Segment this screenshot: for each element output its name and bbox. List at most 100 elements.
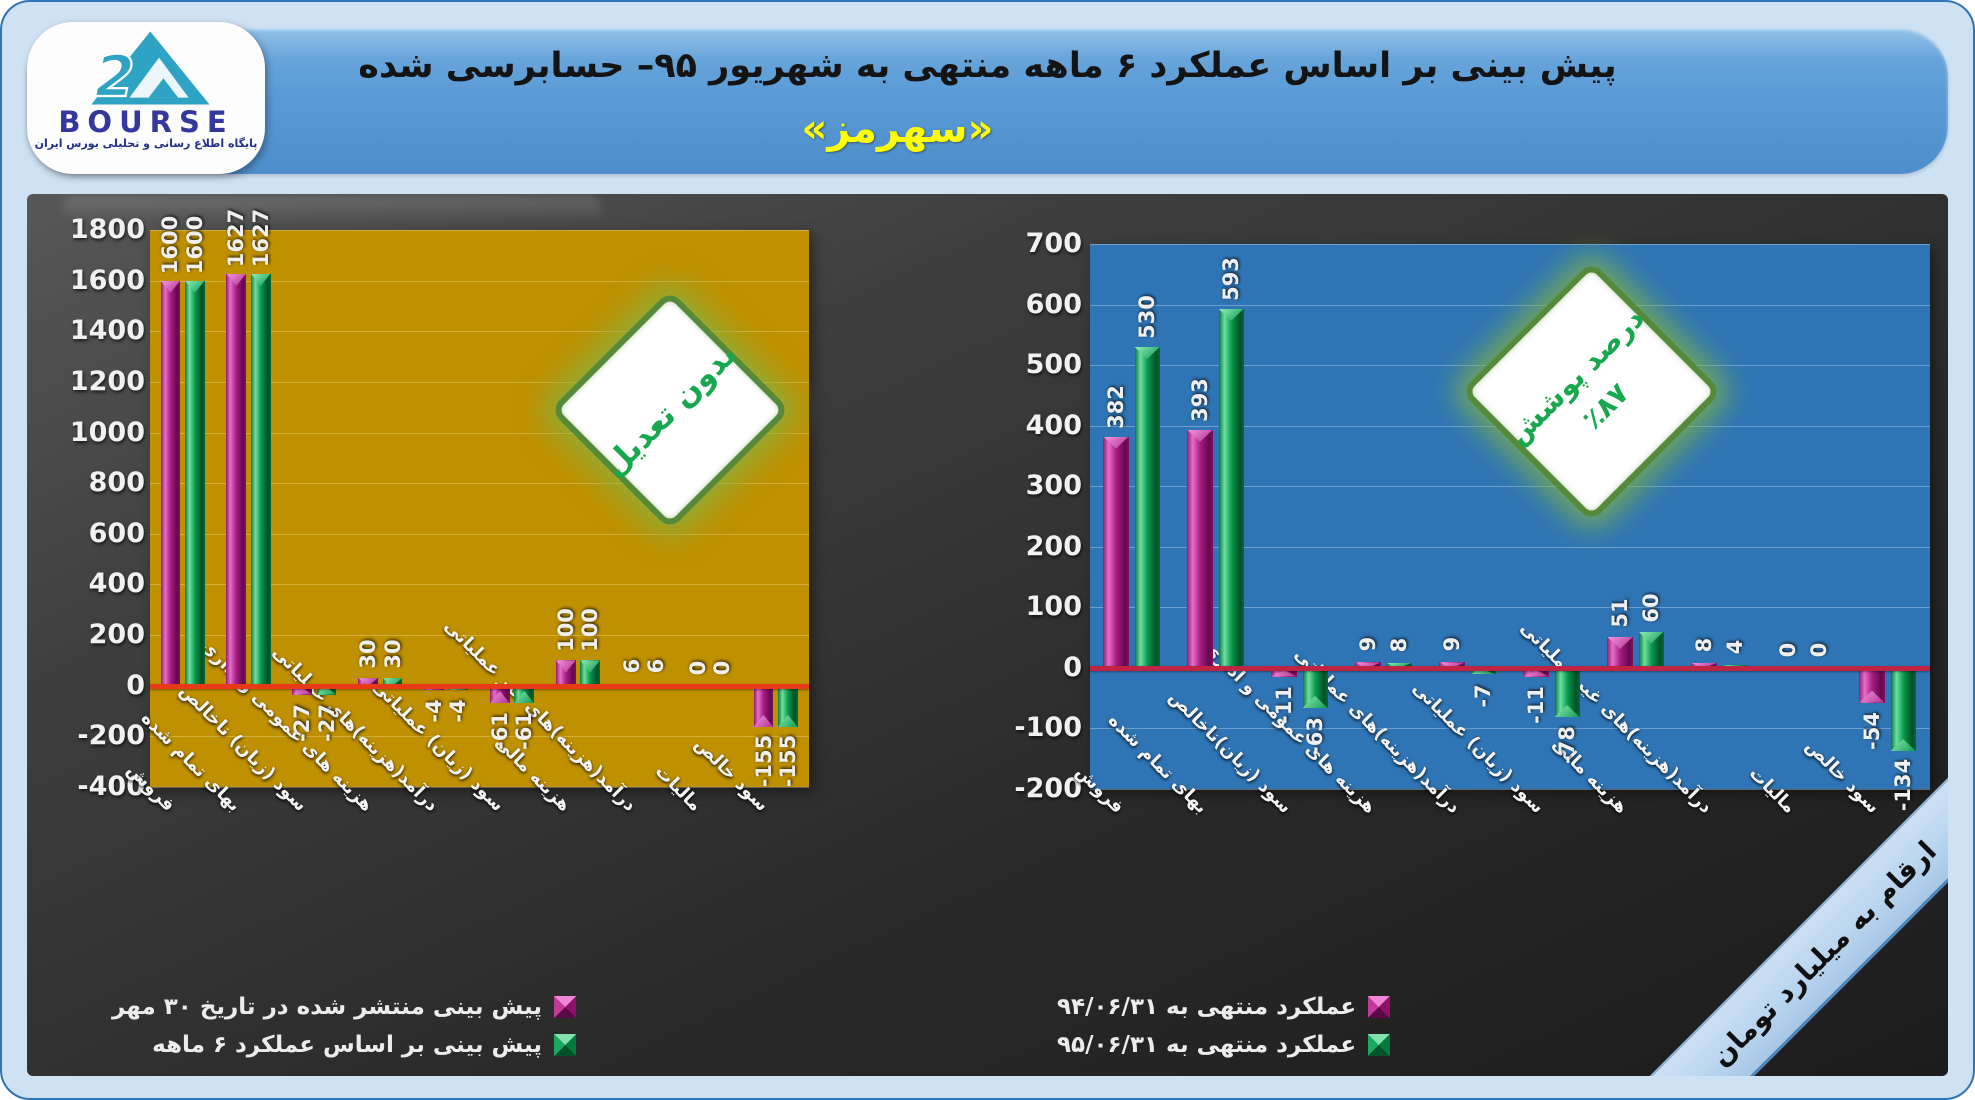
bar-value-label: -7	[1471, 684, 1496, 708]
bar-magenta	[1187, 429, 1213, 668]
bar-magenta	[490, 687, 510, 704]
y-tick-label: 1000	[69, 416, 145, 448]
bar-green	[184, 280, 205, 686]
gridline	[1090, 607, 1930, 609]
bar-value-label: 530	[1135, 295, 1160, 339]
bar-magenta	[1523, 669, 1549, 677]
bar-value-label: 382	[1104, 384, 1129, 429]
y-tick-label: 500	[1025, 349, 1082, 381]
bar-green	[316, 687, 337, 695]
bar-magenta	[292, 687, 313, 695]
legend-row: عملکرد منتهی به ۹۴/۰۶/۳۱	[1057, 994, 1391, 1020]
y-tick-label: 200	[88, 619, 145, 651]
gridline	[150, 736, 809, 738]
bar-green	[1638, 631, 1664, 668]
gridline	[150, 230, 809, 231]
bar-value-label: 60	[1639, 592, 1664, 623]
bar-cap	[514, 691, 535, 704]
bourse24-logo: 2 BOURSE پایگاه اطلاع رسانی و تحلیلی بور…	[27, 22, 265, 174]
bar-cap	[1523, 669, 1549, 677]
zero-line	[1090, 665, 1930, 671]
gridline	[150, 533, 809, 535]
gridline	[150, 584, 809, 586]
bar-magenta	[358, 678, 378, 686]
gridline	[1090, 728, 1930, 730]
gridline	[1090, 486, 1930, 488]
bar-green	[1386, 663, 1412, 668]
bar-value-label: -78	[1555, 726, 1580, 765]
y-tick-label: -100	[1014, 712, 1082, 744]
bar-green	[514, 687, 535, 704]
bar-cap	[1355, 662, 1381, 668]
bar-magenta	[1271, 669, 1297, 677]
bar-value-label: 1627	[224, 208, 249, 268]
bar-magenta	[1691, 663, 1717, 668]
logo-triangle-icon: 2	[91, 31, 210, 108]
watermark-coverage-text: درصد پوشش ٪۸۷	[1499, 299, 1685, 485]
gridline	[150, 280, 809, 282]
bar-value-label: -155	[775, 734, 800, 788]
bar-cap	[1470, 669, 1496, 675]
bar-green	[1302, 669, 1328, 709]
bar-magenta	[226, 273, 247, 686]
legend-marker-green-icon	[1368, 1034, 1391, 1056]
bar-value-label: 8	[1387, 637, 1412, 653]
bar-cap	[316, 687, 337, 695]
bar-value-label: -27	[314, 703, 339, 742]
bar-cap	[1271, 669, 1297, 677]
bar-cap	[1439, 662, 1465, 668]
bar-value-label: 30	[380, 639, 405, 669]
bar-value-label: -27	[290, 703, 315, 742]
legend-marker-magenta-icon	[554, 996, 577, 1018]
bar-value-label: -11	[1524, 685, 1549, 724]
bar-value-label: -61	[487, 712, 512, 751]
header-banner: پیش بینی بر اساس عملکرد ۶ ماهه منتهی به …	[27, 28, 1948, 174]
bar-value-label: 1600	[158, 215, 183, 274]
bar-cap	[1859, 690, 1885, 703]
bar-cap	[424, 687, 444, 690]
y-tick-label: 0	[1063, 651, 1082, 683]
gridline	[150, 381, 809, 383]
bar-cap	[1691, 663, 1717, 668]
bar-value-label: 0	[1807, 642, 1832, 658]
y-tick-label: -400	[77, 771, 145, 802]
bar-cap	[184, 280, 205, 293]
gridline	[1090, 789, 1930, 790]
gridline	[1090, 244, 1930, 245]
bar-value-label: 8	[1692, 637, 1717, 653]
bar-cap	[1103, 436, 1129, 449]
plot-area	[1090, 244, 1930, 789]
bar-cap	[580, 660, 601, 673]
bar-value-label: 1627	[248, 208, 273, 268]
logo-tagline: پایگاه اطلاع رسانی و تحلیلی بورس ایران	[34, 137, 258, 150]
bar-value-label: 51	[1608, 598, 1633, 628]
y-tick-label: 0	[126, 669, 145, 701]
report-title: پیش بینی بر اساس عملکرد ۶ ماهه منتهی به …	[358, 46, 1617, 86]
bar-cap	[555, 660, 576, 673]
bar-value-label: -155	[751, 734, 776, 788]
bar-magenta	[1103, 436, 1129, 668]
watermark-no-adjustment-text: بدون تعدیل	[596, 336, 744, 484]
bar-magenta	[1439, 662, 1465, 668]
bar-value-label: 593	[1219, 256, 1244, 301]
bar-green	[778, 687, 798, 727]
gridline	[1090, 304, 1930, 306]
stock-symbol: «سهرمز»	[801, 106, 994, 152]
y-tick-label: 300	[1025, 470, 1082, 502]
bar-magenta	[753, 687, 774, 727]
bar-value-label: -134	[1891, 758, 1916, 812]
bar-magenta	[1607, 637, 1633, 668]
bar-cap	[490, 691, 510, 704]
bar-value-label: -4	[446, 699, 471, 723]
bar-cap	[778, 714, 798, 727]
gridline	[150, 635, 809, 637]
y-tick-label: 200	[1025, 530, 1082, 562]
bar-cap	[1638, 631, 1664, 644]
forecast-chart: 1800 1600 1400 1200 1000 800 600 400 200 0 -200 -40…	[27, 194, 1948, 1076]
bar-value-label: -63	[1303, 717, 1328, 756]
y-tick-label: 1400	[69, 315, 145, 347]
bar-magenta	[1859, 669, 1885, 703]
bar-value-label: 30	[356, 639, 381, 669]
legend-label: پیش بینی بر اساس عملکرد ۶ ماهه	[152, 1032, 543, 1058]
bar-value-label: 6	[619, 658, 644, 674]
